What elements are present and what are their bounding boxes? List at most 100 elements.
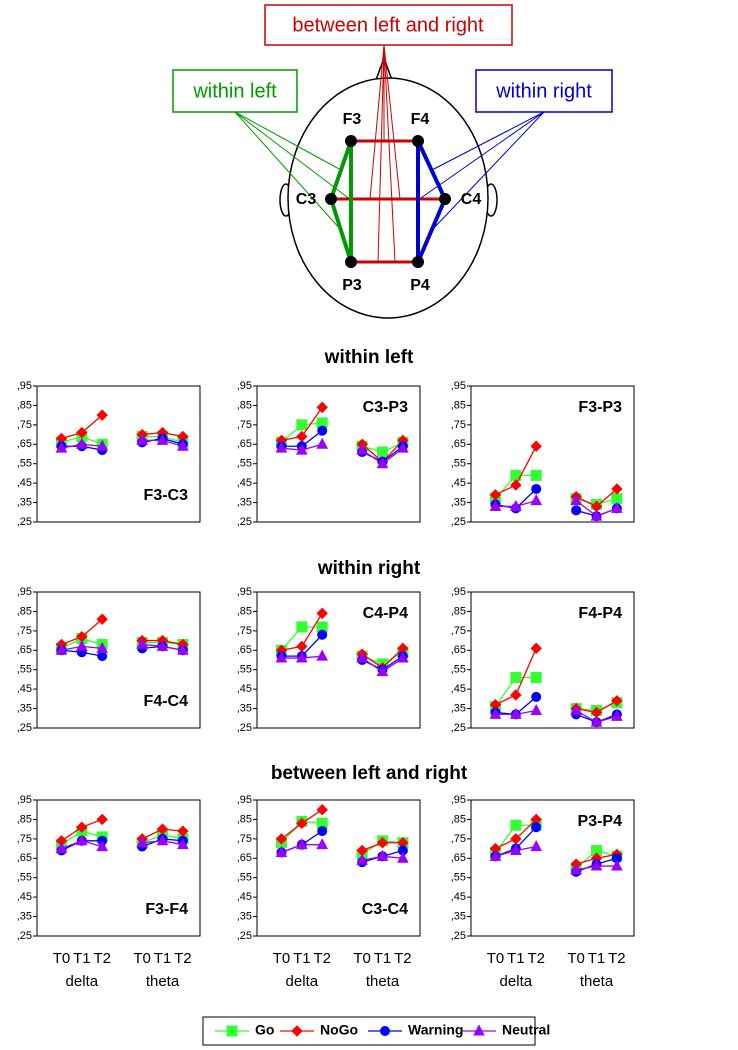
panel-label: C3-P3 <box>363 399 408 416</box>
marker <box>177 439 189 451</box>
marker <box>75 834 88 846</box>
fan-lines-left <box>234 111 352 231</box>
plot-frame <box>470 385 635 523</box>
x-group-label: theta <box>580 973 614 990</box>
plot-frame <box>36 799 201 937</box>
x-tick-label: T0 <box>53 950 71 967</box>
y-tick-label: ,35 <box>17 496 32 508</box>
y-tick-label: ,35 <box>237 910 252 922</box>
marker <box>55 643 68 655</box>
y-tick-label: ,25 <box>451 722 466 734</box>
y-tick-label: ,75 <box>237 625 252 637</box>
marker <box>96 439 109 451</box>
x-tick-label: T0 <box>567 950 585 967</box>
head-diagram: F3 F4 C3 C4 P3 P4 between left and right… <box>172 4 613 319</box>
panel-label: F3-C3 <box>144 487 189 504</box>
marker <box>611 501 623 513</box>
y-tick-label: ,45 <box>17 891 32 903</box>
marker <box>473 1024 485 1036</box>
x-tick-label: T0 <box>487 950 505 967</box>
marker <box>397 651 409 663</box>
marker <box>376 849 389 861</box>
marker <box>590 715 603 727</box>
x-group-label: delta <box>66 973 99 990</box>
marker <box>96 613 108 625</box>
y-tick-label: ,85 <box>17 605 32 617</box>
marker <box>317 629 328 640</box>
marker <box>317 425 328 436</box>
electrode-label: C3 <box>296 191 317 208</box>
plot-frame <box>36 591 201 729</box>
x-tick-label: T1 <box>154 950 172 967</box>
section-title: within right <box>317 558 421 579</box>
marker <box>376 457 389 469</box>
marker <box>316 401 328 414</box>
section-title: between left and right <box>271 763 468 784</box>
y-tick-label: ,95 <box>451 794 466 806</box>
x-tick-label: T2 <box>394 950 412 967</box>
y-tick-label: ,75 <box>451 625 466 637</box>
y-tick-label: ,65 <box>237 852 252 864</box>
x-group-label: delta <box>500 973 533 990</box>
left-connections <box>329 140 353 263</box>
section-title: within left <box>324 347 414 368</box>
x-tick-label: T0 <box>353 950 371 967</box>
plot-frame <box>470 799 635 937</box>
plot-frame <box>256 799 421 937</box>
y-tick-label: ,85 <box>451 399 466 411</box>
y-tick-label: ,95 <box>17 794 32 806</box>
marker <box>510 819 522 831</box>
electrode-label: F4 <box>411 111 430 128</box>
y-tick-label: ,25 <box>237 722 252 734</box>
marker <box>530 642 542 655</box>
marker <box>156 834 169 846</box>
marker <box>509 843 522 856</box>
panel-label: F4-C4 <box>144 693 189 710</box>
y-tick-label: ,75 <box>17 419 32 431</box>
legend-label: NoGo <box>320 1022 358 1038</box>
marker <box>76 426 88 439</box>
group-box <box>475 69 613 113</box>
plot-frame <box>256 591 421 729</box>
marker <box>380 1026 390 1036</box>
marker <box>96 840 109 852</box>
y-tick-label: ,95 <box>451 586 466 598</box>
marker <box>275 833 288 845</box>
y-tick-label: ,45 <box>237 477 252 489</box>
marker <box>530 469 542 481</box>
marker <box>316 437 329 449</box>
electrode-label: P4 <box>410 277 430 294</box>
marker <box>530 703 543 716</box>
marker <box>509 499 522 511</box>
x-tick-label: T2 <box>527 950 545 967</box>
marker <box>570 703 582 716</box>
marker <box>530 494 543 506</box>
y-tick-label: ,25 <box>17 722 32 734</box>
marker <box>611 483 623 495</box>
marker <box>531 691 542 702</box>
marker <box>96 409 108 421</box>
marker <box>296 430 308 443</box>
y-tick-label: ,55 <box>17 872 32 884</box>
marker <box>489 707 502 719</box>
y-tick-label: ,85 <box>237 399 252 411</box>
y-tick-label: ,75 <box>237 419 252 431</box>
marker <box>376 837 389 849</box>
y-tick-label: ,75 <box>17 833 32 845</box>
marker <box>611 695 623 707</box>
y-tick-label: ,35 <box>451 702 466 714</box>
marker <box>611 859 623 871</box>
y-tick-label: ,45 <box>451 477 466 489</box>
y-tick-label: ,85 <box>451 605 466 617</box>
marker <box>530 440 542 452</box>
panel-label: C4-P4 <box>363 605 408 622</box>
marker <box>97 651 108 662</box>
marker <box>296 817 308 830</box>
plot-frame <box>470 591 635 729</box>
marker <box>316 649 329 661</box>
y-tick-label: ,45 <box>451 891 466 903</box>
marker <box>510 671 522 683</box>
y-tick-label: ,65 <box>451 852 466 864</box>
